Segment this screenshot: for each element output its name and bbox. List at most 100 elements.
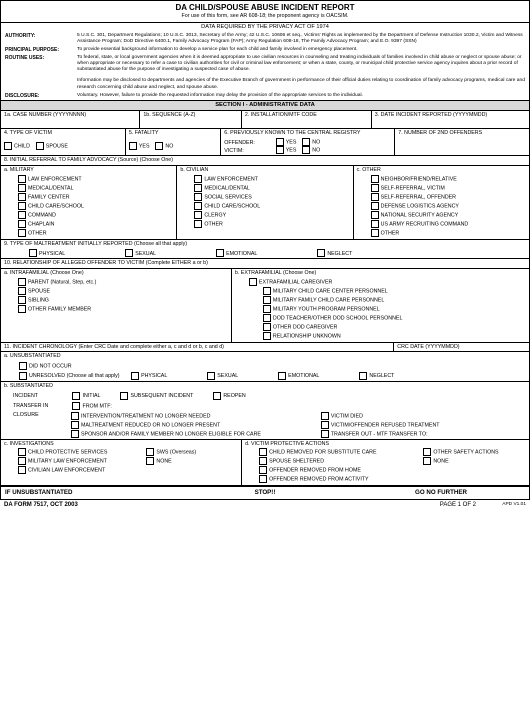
s11b-closure-right-item: VICTIM/OFFENDER REFUSED TREATMENT: [321, 421, 529, 429]
second-offenders-cell[interactable]: 7. NUMBER OF 2ND OFFENDERS: [395, 129, 529, 156]
s11b-inc-checkbox[interactable]: [72, 392, 80, 400]
s8-other-checkbox[interactable]: [371, 211, 379, 219]
s8-other-checkbox[interactable]: [371, 202, 379, 210]
case-number-cell[interactable]: 1a. CASE NUMBER (YYYYNNNN): [1, 111, 140, 128]
s10b-checkbox[interactable]: [263, 305, 271, 313]
s11d-left-checkbox[interactable]: [259, 448, 267, 456]
s11b-closure-left-checkbox[interactable]: [71, 412, 79, 420]
spouse-checkbox[interactable]: [36, 142, 44, 150]
s11c-left-checkbox[interactable]: [18, 466, 26, 474]
s9-checkbox[interactable]: [317, 249, 325, 257]
s10b-checkbox[interactable]: [263, 296, 271, 304]
registry-label: 6. PREVIOUSLY KNOWN TO THE CENTRAL REGIS…: [224, 130, 391, 137]
did-not-occur-checkbox[interactable]: [19, 362, 27, 370]
row-1: 1a. CASE NUMBER (YYYYNNNN) 1b. SEQUENCE …: [1, 111, 529, 129]
s8-military-checkbox[interactable]: [18, 193, 26, 201]
s11b-closure-left-checkbox[interactable]: [71, 430, 79, 438]
s9-checkbox[interactable]: [29, 249, 37, 257]
s11b-inc-checkbox[interactable]: [213, 392, 221, 400]
s8-military-checkbox[interactable]: [18, 211, 26, 219]
s8-military-col: a. MILITARY LAW ENFORCEMENTMEDICAL/DENTA…: [1, 166, 177, 239]
s11c-right-checkbox[interactable]: [146, 457, 154, 465]
victim-yes-checkbox[interactable]: [276, 146, 284, 154]
s10b-item: MILITARY CHILD CARE CENTER PERSONNEL: [249, 287, 526, 295]
s8-other-checkbox[interactable]: [371, 229, 379, 237]
s11d-left-checkbox[interactable]: [259, 475, 267, 483]
s10b-checkbox[interactable]: [263, 332, 271, 340]
fatality-no-checkbox[interactable]: [155, 142, 163, 150]
purpose-label: PRINCIPAL PURPOSE:: [1, 46, 73, 54]
s11a-checkbox[interactable]: [207, 372, 215, 380]
s10b-checkbox[interactable]: [263, 314, 271, 322]
child-checkbox[interactable]: [4, 142, 12, 150]
crc-date-cell[interactable]: CRC DATE (YYYYMMDD): [394, 343, 529, 352]
row-2: 4. TYPE OF VICTIM CHILD SPOUSE 5. FATALI…: [1, 129, 529, 157]
s11a-checkbox[interactable]: [359, 372, 367, 380]
s8-military-checkbox[interactable]: [18, 229, 26, 237]
s8-military-item: CHAPLAIN: [18, 220, 173, 228]
s10a-item: PARENT (Natural, Step, etc.): [18, 278, 228, 286]
s10b-item: RELATIONSHIP UNKNOWN: [249, 332, 526, 340]
s11a-unresolved-row: UNRESOLVED (Choose all that apply) PHYSI…: [1, 371, 529, 382]
if-unsubstantiated: IF UNSUBSTANTIATED: [1, 487, 177, 499]
s11b-closure-right-checkbox[interactable]: [321, 421, 329, 429]
fatality-yes-checkbox[interactable]: [129, 142, 137, 150]
s10b-checkbox[interactable]: [263, 323, 271, 331]
s8-military-checkbox[interactable]: [18, 220, 26, 228]
s8-other-checkbox[interactable]: [371, 193, 379, 201]
s8-military-checkbox[interactable]: [18, 202, 26, 210]
s11b-closure-right-checkbox[interactable]: [321, 412, 329, 420]
s10b-checkbox[interactable]: [263, 287, 271, 295]
s11a-checkbox[interactable]: [278, 372, 286, 380]
offender-yes-checkbox[interactable]: [276, 138, 284, 146]
s11b-inc-checkbox[interactable]: [120, 392, 128, 400]
s8-military-checkbox[interactable]: [18, 184, 26, 192]
s10a-checkbox[interactable]: [18, 305, 26, 313]
section-1-bar: SECTION I - ADMINISTRATIVE DATA: [1, 100, 529, 111]
s8-other-checkbox[interactable]: [371, 220, 379, 228]
s11c-left-checkbox[interactable]: [18, 448, 26, 456]
s11b-hdr: b. SUBSTANTIATED: [1, 382, 529, 391]
date-reported-cell[interactable]: 3. DATE INCIDENT REPORTED (YYYYMMDD): [372, 111, 529, 128]
s11d-right-item: NONE: [423, 457, 526, 465]
s8-civilian-checkbox[interactable]: [194, 202, 202, 210]
s11c-right-checkbox[interactable]: [146, 448, 154, 456]
child-label: CHILD: [14, 144, 30, 150]
s8-civilian-checkbox[interactable]: [194, 193, 202, 201]
s11d-left-checkbox[interactable]: [259, 466, 267, 474]
s8-other-checkbox[interactable]: [371, 175, 379, 183]
s10a-checkbox[interactable]: [18, 278, 26, 286]
s8-civilian-checkbox[interactable]: [194, 220, 202, 228]
s9-checkbox[interactable]: [125, 249, 133, 257]
s8-civilian-checkbox[interactable]: [194, 175, 202, 183]
s11c-left-item: CIVILIAN LAW ENFORCEMENT: [18, 466, 146, 474]
s10-b-hdr: b. EXTRAFAMILIAL (Choose One): [235, 270, 526, 277]
s8-military-item: LAW ENFORCEMENT: [18, 175, 173, 183]
unresolved-checkbox[interactable]: [19, 372, 27, 380]
s10b-checkbox[interactable]: [249, 278, 257, 286]
s11b-closure-right-checkbox[interactable]: [321, 430, 329, 438]
victim-no-checkbox[interactable]: [302, 146, 310, 154]
s8-civilian-checkbox[interactable]: [194, 211, 202, 219]
s11d-right-checkbox[interactable]: [423, 448, 431, 456]
s10a-checkbox[interactable]: [18, 296, 26, 304]
s8-military-checkbox[interactable]: [18, 175, 26, 183]
s11c-right-item: NONE: [146, 457, 238, 465]
sequence-cell[interactable]: 1b. SEQUENCE (A-Z): [140, 111, 242, 128]
s11b-closure-left-checkbox[interactable]: [71, 421, 79, 429]
s11a-checkbox[interactable]: [131, 372, 139, 380]
apd-version: APD V1.01: [480, 500, 530, 510]
s9-checkbox[interactable]: [216, 249, 224, 257]
s11b-closure-left-item: INTERVENTION/TREATMENT NO LONGER NEEDED: [71, 412, 321, 420]
s8-b-label: b. CIVILIAN: [180, 167, 349, 174]
s8-civilian-checkbox[interactable]: [194, 184, 202, 192]
offender-no-checkbox[interactable]: [302, 138, 310, 146]
s8-other-checkbox[interactable]: [371, 184, 379, 192]
s11d-left-checkbox[interactable]: [259, 457, 267, 465]
s10a-checkbox[interactable]: [18, 287, 26, 295]
installation-cell[interactable]: 2. INSTALLATION/MTF CODE: [242, 111, 372, 128]
authority-text: 5 U.S.C. 301, Department Regulations; 10…: [73, 32, 529, 46]
from-mtf-checkbox[interactable]: [72, 402, 80, 410]
s11c-left-checkbox[interactable]: [18, 457, 26, 465]
s11d-right-checkbox[interactable]: [423, 457, 431, 465]
